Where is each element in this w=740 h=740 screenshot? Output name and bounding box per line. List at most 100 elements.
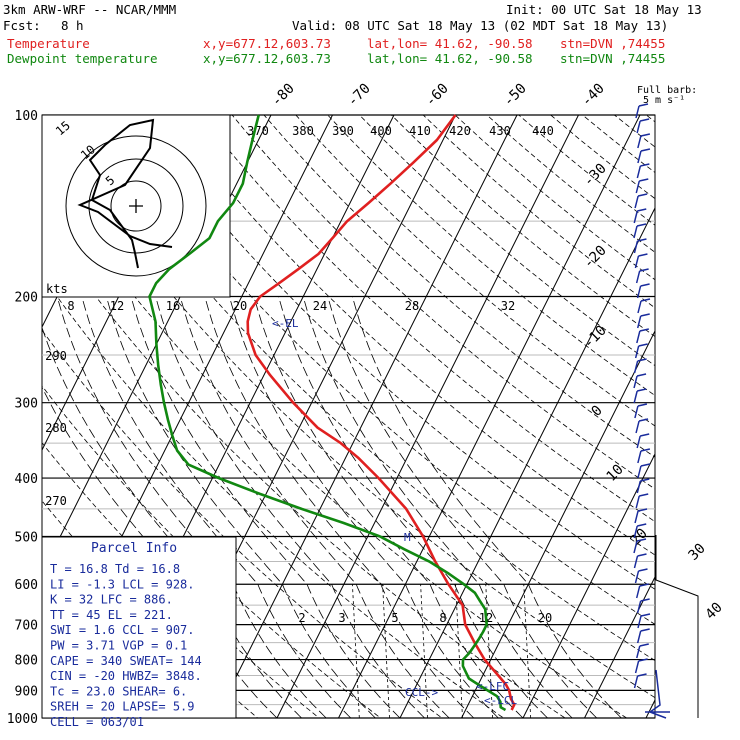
moist-adiabat — [253, 296, 524, 718]
pressure-tick-label: 400 — [15, 472, 38, 487]
pressure-tick-label: 900 — [15, 684, 38, 699]
isotherm — [461, 329, 655, 718]
temperature-tick-label: -60 — [423, 81, 452, 110]
theta-label: 400 — [370, 124, 392, 138]
temperature-latlon: lat,lon= 41.62, -90.58 — [367, 36, 533, 51]
dry-adiabat — [42, 329, 443, 718]
wind-barb-flag — [640, 148, 651, 152]
wind-barb-flag — [639, 493, 649, 497]
moist-adiabat — [81, 296, 352, 718]
wind-barb-staff — [636, 435, 641, 449]
wind-barb-flag — [636, 373, 647, 377]
dry-adiabat — [104, 115, 655, 625]
wind-barb-staff — [635, 585, 641, 599]
parcel-info-row: Tc = 23.0 SHEAR= 6. — [50, 684, 187, 698]
isotherm — [399, 206, 655, 718]
level-annotation: <-LFC — [476, 680, 509, 693]
moist-adiabat — [278, 296, 548, 718]
wind-barb-staff — [635, 495, 640, 509]
wind-barb-staff — [636, 600, 642, 614]
theta-label: 380 — [292, 124, 314, 138]
wind-barb-staff — [635, 105, 640, 119]
temperature-tick-label: 40 — [703, 600, 726, 623]
wind-barb-staff — [634, 660, 640, 674]
pressure-tick-label: 100 — [15, 109, 38, 124]
wind-barb-staff — [633, 375, 638, 389]
temperature-tick-label: -40 — [579, 81, 608, 110]
wind-barb-flag — [637, 523, 647, 527]
temperature-tick-label: -50 — [501, 81, 530, 110]
wind-barb-staff — [633, 210, 638, 224]
wind-barb-staff — [636, 645, 641, 659]
wind-barb-staff — [637, 300, 642, 314]
wind-barb-flag — [637, 208, 647, 212]
theta-label: 420 — [449, 124, 471, 138]
wind-barb-flag — [638, 343, 648, 347]
forecast-label: Fcst: — [3, 18, 41, 33]
pressure-tick-label: 800 — [15, 654, 38, 669]
mixing-ratio-line — [420, 584, 428, 718]
wind-barb-staff — [637, 615, 642, 629]
parcel-info-row: CAPE = 340 SWEAT= 144 — [50, 654, 202, 668]
parcel-info-row: LI = -1.3 LCL = 928. — [50, 577, 195, 591]
moist-adiabat — [106, 296, 376, 718]
wind-barb-staff — [635, 420, 640, 434]
wind-barb-staff — [633, 555, 639, 569]
wind-barb-flag — [640, 463, 651, 467]
isotherm — [522, 452, 655, 718]
moist-adiabat — [327, 296, 598, 718]
hodograph-speed-unit: kts — [46, 282, 68, 296]
wind-barb-staff — [634, 510, 639, 524]
wind-barb-flag — [637, 238, 647, 242]
isotherm — [276, 115, 579, 718]
theta-label: 270 — [45, 494, 67, 508]
wind-barb-flag — [640, 478, 650, 482]
parcel-info-row: CIN = -20 HWBZ= 3848. — [50, 669, 202, 683]
hodograph-axis-label: 12 — [110, 299, 124, 313]
parcel-info-row: T = 16.8 Td = 16.8 — [50, 562, 180, 576]
wind-barb-staff — [636, 285, 642, 299]
wind-barb-flag — [639, 178, 649, 182]
theta-label: 370 — [247, 124, 269, 138]
wind-barb-flag — [638, 568, 648, 572]
full-barb-label: Full barb: — [637, 85, 697, 96]
melting-level-mark: M — [404, 531, 411, 544]
wind-barb-flag — [639, 643, 649, 647]
wind-barb-flag — [639, 583, 649, 587]
dewpoint-legend: Dewpoint temperature — [7, 51, 158, 66]
dewpoint-station: stn=DVN ,74455 — [560, 51, 666, 66]
parcel-info-row: PW = 3.71 VGP = 0.1 — [50, 639, 187, 653]
wind-barb-flag — [640, 298, 651, 302]
wind-barb-staff — [636, 165, 642, 179]
pressure-tick-label: 600 — [15, 578, 38, 593]
mixing-ratio-line — [455, 584, 463, 718]
mixing-ratio-line — [485, 584, 494, 718]
dry-adiabat — [295, 115, 655, 427]
dry-adiabat — [136, 115, 655, 590]
parcel-info-box — [41, 536, 237, 719]
wind-barb-staff — [634, 405, 639, 419]
wind-barb-flag — [637, 403, 648, 407]
dewpoint-profile — [148, 114, 507, 712]
barb-panel-edge — [655, 535, 699, 718]
wind-barb-staff — [637, 150, 642, 164]
mixing-ratio-label: 2 — [298, 611, 305, 625]
wind-barb-flag — [640, 163, 650, 167]
forecast-hour: 8 h — [61, 18, 84, 33]
mixing-ratio-line — [523, 584, 532, 718]
wind-barb-flag — [640, 448, 651, 452]
wind-barb-staff — [633, 225, 638, 239]
init-time: Init: 00 UTC Sat 18 May 13 — [506, 2, 702, 17]
moist-adiabat — [56, 296, 327, 718]
mixing-ratio-line — [382, 584, 390, 718]
theta-label: 390 — [332, 124, 354, 138]
wind-barb-flag — [639, 268, 649, 272]
isotherm — [708, 115, 740, 718]
pressure-tick-label: 200 — [15, 291, 38, 306]
dewpoint-xy: x,y=677.12,603.73 — [203, 51, 331, 66]
hodograph-axis-label: 8 — [67, 299, 74, 313]
wind-barb-flag — [637, 508, 648, 512]
wind-barb-flag — [639, 118, 650, 122]
wind-barb-flag — [640, 598, 650, 602]
wind-barb-staff — [633, 540, 638, 554]
